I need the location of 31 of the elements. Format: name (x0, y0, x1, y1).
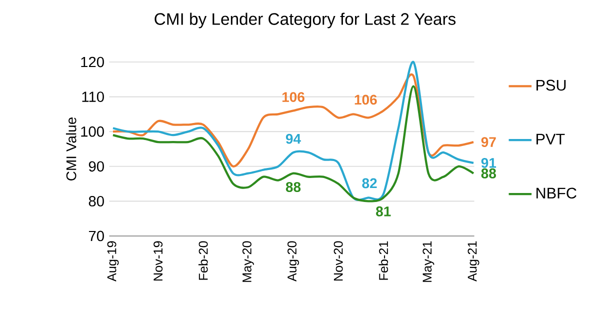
x-tick-label: Feb-20 (198, 241, 208, 280)
y-tick-label: 70 (88, 230, 104, 242)
data-label: 82 (362, 178, 377, 188)
data-label: 94 (286, 134, 301, 144)
y-tick-label: 80 (88, 196, 104, 206)
legend-label: PVT (536, 134, 565, 144)
data-label: 81 (376, 206, 391, 216)
y-tick-label: 110 (82, 92, 104, 102)
y-tick-label: 120 (81, 56, 104, 68)
y-tick-label: 100 (81, 126, 104, 137)
data-label: 106 (282, 92, 304, 102)
x-tick-label: Aug-19 (107, 241, 119, 282)
x-tick-label: Nov-20 (334, 241, 343, 280)
line-series (112, 85, 475, 202)
line-series (112, 74, 475, 168)
x-tick-label: May-20 (242, 241, 254, 282)
data-label: 97 (481, 137, 496, 147)
data-label: 106 (354, 94, 377, 105)
chart-title: CMI by Lender Category for Last 2 Years (154, 12, 456, 28)
data-label: 88 (481, 168, 496, 178)
x-tick-label: Aug-20 (288, 241, 299, 282)
legend-label: PSU (536, 80, 566, 91)
x-tick-label: Feb-21 (378, 241, 388, 280)
x-tick-label: Aug-21 (468, 241, 480, 282)
data-label: 88 (286, 182, 301, 192)
y-axis-title: CMI Value (66, 117, 76, 180)
x-tick-label: Nov-19 (154, 241, 163, 280)
data-label: 91 (481, 158, 496, 168)
legend-label: NBFC (536, 188, 576, 199)
y-tick-label: 90 (88, 161, 104, 172)
x-tick-label: May-21 (422, 241, 434, 282)
